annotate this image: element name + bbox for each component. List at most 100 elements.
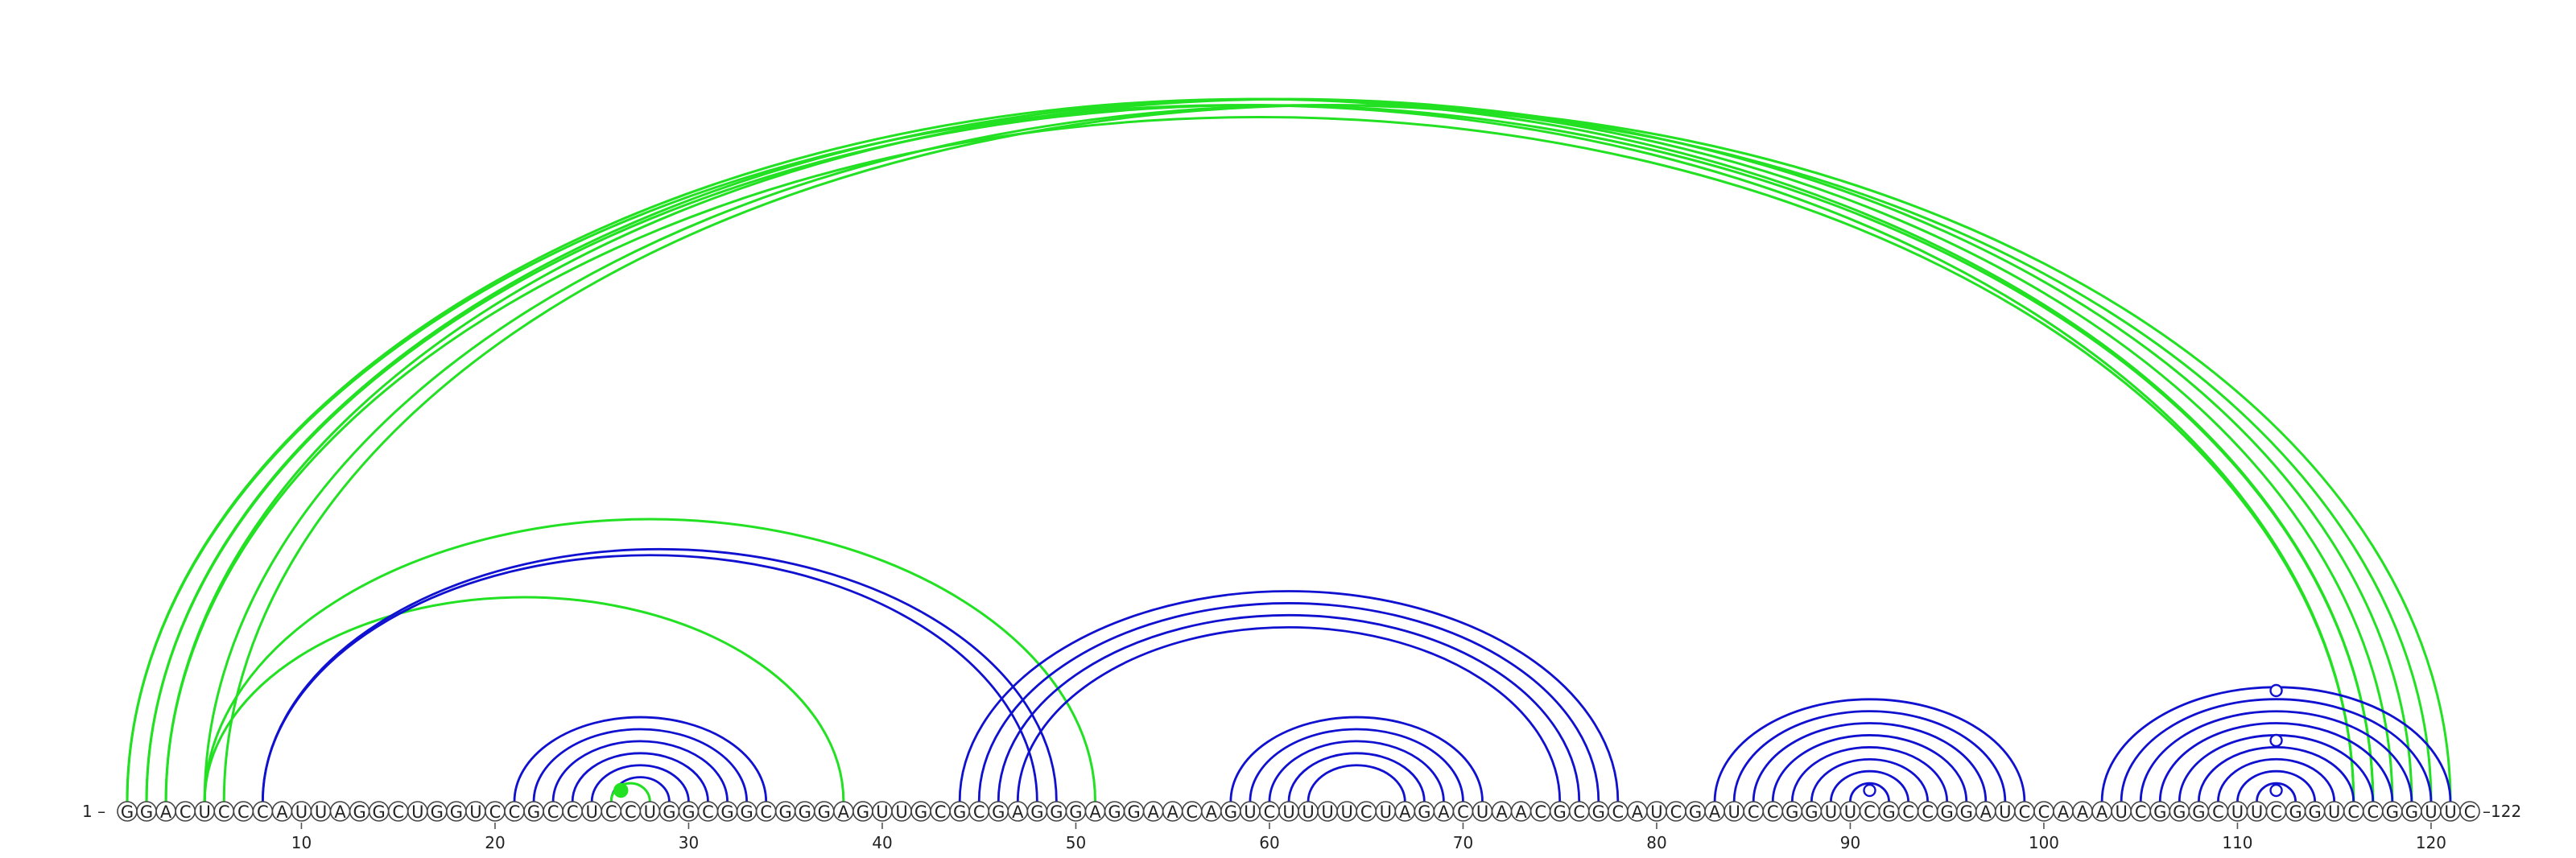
base-pair-arc xyxy=(2120,698,2433,802)
nucleotide-letter: G xyxy=(720,802,733,822)
dot-layer xyxy=(613,683,2283,798)
base-pair-arc xyxy=(147,105,2373,802)
nucleotide-letter: U xyxy=(1380,802,1392,822)
nucleotide-letter: C xyxy=(760,802,772,822)
nucleotide-letter: A xyxy=(2077,802,2089,822)
nucleotide-letter: U xyxy=(586,802,598,822)
nucleotide-letter: U xyxy=(1844,802,1856,822)
nucleotide-letter: C xyxy=(1264,802,1276,822)
nucleotide-letter: C xyxy=(509,802,521,822)
nucleotide-letter: C xyxy=(2135,802,2147,822)
base-pair-arc xyxy=(145,97,2394,802)
tick-label: 10 xyxy=(291,833,312,852)
nucleotide-letter: C xyxy=(1748,802,1760,822)
nucleotide-letter: U xyxy=(1999,802,2011,822)
nucleotide-letter: G xyxy=(2153,802,2166,822)
nucleotide-letter: A xyxy=(1496,802,1508,822)
nucleotide-letter: C xyxy=(2019,802,2031,822)
base-pair-arc xyxy=(2217,757,2336,802)
tick-label: 40 xyxy=(872,833,892,852)
nucleotide-letter: U xyxy=(1321,802,1333,822)
nucleotide-letter: G xyxy=(1941,802,1954,822)
nucleotide-letter: G xyxy=(140,802,153,822)
tick-label: 100 xyxy=(2029,833,2059,852)
nucleotide-letter: G xyxy=(2309,802,2322,822)
nucleotide-letter: U xyxy=(1476,802,1488,822)
base-pair-arc xyxy=(532,728,748,802)
base-pair-arc xyxy=(1249,728,1464,802)
base-pair-arc xyxy=(164,116,2355,802)
nucleotide-letter: C xyxy=(702,802,714,822)
nucleotide-letter: G xyxy=(740,802,753,822)
nucleotide-letter: A xyxy=(1147,802,1159,822)
nucleotide-letter: G xyxy=(1960,802,1973,822)
nucleotide-letter: A xyxy=(1167,802,1179,822)
nucleotide-letter: C xyxy=(1864,802,1876,822)
tick-label: 30 xyxy=(679,833,699,852)
nucleotide-letter: C xyxy=(1360,802,1373,822)
nucleotide-letter: U xyxy=(469,802,481,822)
nucleotide-letter: U xyxy=(295,802,308,822)
nucleotide-letter: C xyxy=(237,802,250,822)
nucleotide-letter: U xyxy=(644,802,656,822)
base-pair-arc xyxy=(1849,782,1890,802)
nucleotide-letter: C xyxy=(1534,802,1546,822)
tick-label: 80 xyxy=(1646,833,1666,852)
nucleotide-letter: C xyxy=(1670,802,1682,822)
base-pair-arc xyxy=(1732,710,2007,802)
nucleotide-letter: U xyxy=(2425,802,2437,822)
apex-dot xyxy=(1863,783,1876,798)
base-pair-arc xyxy=(1752,722,1988,802)
nucleotide-letter: C xyxy=(1767,802,1779,822)
arc-layer xyxy=(126,97,2450,802)
nucleotide-letter: U xyxy=(2231,802,2244,822)
apex-dot xyxy=(2269,683,2283,698)
base-pair-arc xyxy=(126,97,2375,802)
nucleotide-letter: G xyxy=(353,802,365,822)
nucleotide-circle xyxy=(2459,801,2480,822)
tick-label: 20 xyxy=(485,833,505,852)
nucleotide-letter: U xyxy=(2251,802,2263,822)
tick-label: 120 xyxy=(2416,833,2446,852)
nucleotide-letter: G xyxy=(2192,802,2205,822)
base-pair-arc xyxy=(2236,769,2317,802)
nucleotide-letter: A xyxy=(1399,802,1411,822)
nucleotide-letter: A xyxy=(1709,802,1721,822)
nucleotide-letter: G xyxy=(1108,802,1121,822)
nucleotide-letter: C xyxy=(605,802,617,822)
nucleotide-letter: A xyxy=(838,802,850,822)
nucleotide-letter: G xyxy=(2386,802,2399,822)
tick-axis: 10 20 30 40 50 60 70 80 90 100 110 120 xyxy=(291,823,2446,852)
nucleotide-letter: A xyxy=(1206,802,1218,822)
nucleotide-letter: C xyxy=(547,802,559,822)
nucleotide-letter: U xyxy=(1302,802,1314,822)
base-pair-arc xyxy=(1287,752,1426,802)
nucleotide-letter: G xyxy=(2173,802,2186,822)
base-pair-arc xyxy=(164,97,2413,802)
end-index-label: –122 xyxy=(2483,802,2521,821)
nucleotide-letter: G xyxy=(1418,802,1430,822)
nucleotide-letter: A xyxy=(160,802,172,822)
nucleotide-letter: G xyxy=(1592,802,1605,822)
base-pair-arc xyxy=(1016,625,1562,802)
tick-label: 110 xyxy=(2222,833,2252,852)
base-pair-arc xyxy=(977,602,1600,802)
nucleotide-letter: C xyxy=(1573,802,1585,822)
nucleotide-letter: U xyxy=(411,802,423,822)
base-pair-arc xyxy=(958,590,1620,802)
nucleotide-letter: C xyxy=(2212,802,2224,822)
apex-dot xyxy=(2269,733,2283,748)
nucleotide-letter: G xyxy=(779,802,792,822)
base-pair-arc xyxy=(203,518,1096,802)
base-pair-arc xyxy=(513,716,768,802)
apex-dot xyxy=(2269,783,2283,798)
nucleotide-letter: G xyxy=(431,802,444,822)
nucleotide-letter: A xyxy=(2096,802,2108,822)
nucleotide-letter: A xyxy=(334,802,346,822)
apex-dot xyxy=(613,782,629,798)
nucleotide-letter: A xyxy=(1980,802,1992,822)
base-pair-arc xyxy=(609,782,651,802)
nucleotide-letter: C xyxy=(2347,802,2359,822)
